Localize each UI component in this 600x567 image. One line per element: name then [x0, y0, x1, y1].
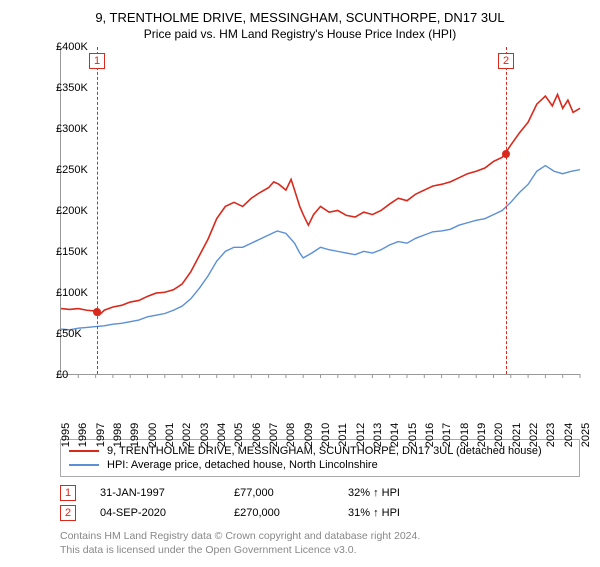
x-axis-label: 2013 — [372, 423, 384, 447]
x-axis-label: 1995 — [60, 423, 72, 447]
x-axis-label: 2006 — [251, 423, 263, 447]
x-axis-label: 1996 — [77, 423, 89, 447]
legend-swatch — [69, 464, 99, 466]
x-axis-label: 2016 — [424, 423, 436, 447]
sale-hpi-delta: 32% ↑ HPI — [348, 487, 400, 499]
x-axis-label: 2011 — [337, 423, 349, 447]
x-axis-label: 2018 — [459, 423, 471, 447]
footer-attribution: Contains HM Land Registry data © Crown c… — [60, 529, 588, 557]
x-axis-label: 1997 — [95, 423, 107, 447]
x-axis-label: 2017 — [441, 423, 453, 447]
series-line — [61, 94, 580, 315]
sale-price: £270,000 — [234, 507, 324, 519]
x-axis-label: 1998 — [112, 423, 124, 447]
sale-marker-icon: 1 — [60, 485, 76, 501]
x-axis-label: 2020 — [493, 423, 505, 447]
footer-line-2: This data is licensed under the Open Gov… — [60, 543, 588, 557]
x-axis-label: 2007 — [268, 423, 280, 447]
x-axis-label: 2005 — [233, 423, 245, 447]
sale-marker-vline — [97, 47, 98, 374]
footer-line-1: Contains HM Land Registry data © Crown c… — [60, 529, 588, 543]
sale-marker-dot — [93, 308, 101, 316]
legend-label: HPI: Average price, detached house, Nort… — [107, 459, 378, 471]
chart-container: 9, TRENTHOLME DRIVE, MESSINGHAM, SCUNTHO… — [0, 0, 600, 567]
x-axis-label: 2022 — [528, 423, 540, 447]
sale-marker-label: 1 — [89, 53, 105, 69]
x-axis-label: 2023 — [545, 423, 557, 447]
chart-title: 9, TRENTHOLME DRIVE, MESSINGHAM, SCUNTHO… — [12, 10, 588, 25]
x-axis-label: 2002 — [181, 423, 193, 447]
sale-marker-dot — [502, 150, 510, 158]
series-line — [61, 166, 580, 330]
sale-date: 31-JAN-1997 — [100, 487, 210, 499]
x-axis-label: 2021 — [511, 423, 523, 447]
sale-row: 2 04-SEP-2020 £270,000 31% ↑ HPI — [60, 503, 588, 523]
sale-row: 1 31-JAN-1997 £77,000 32% ↑ HPI — [60, 483, 588, 503]
x-axis-label: 2010 — [320, 423, 332, 447]
line-series-svg — [61, 47, 580, 374]
legend-row: HPI: Average price, detached house, Nort… — [69, 458, 571, 472]
sale-date: 04-SEP-2020 — [100, 507, 210, 519]
legend-swatch — [69, 450, 99, 452]
x-axis-label: 1999 — [129, 423, 141, 447]
x-axis-label: 2012 — [355, 423, 367, 447]
chart-subtitle: Price paid vs. HM Land Registry's House … — [12, 27, 588, 41]
chart-area: 12 £0£50K£100K£150K£200K£250K£300K£350K£… — [12, 47, 588, 405]
x-axis-label: 2015 — [407, 423, 419, 447]
sale-marker-icon: 2 — [60, 505, 76, 521]
sale-price: £77,000 — [234, 487, 324, 499]
x-axis-label: 2014 — [389, 423, 401, 447]
x-axis-label: 2009 — [303, 423, 315, 447]
x-axis-label: 2004 — [216, 423, 228, 447]
x-axis-label: 2019 — [476, 423, 488, 447]
x-axis-label: 2024 — [563, 423, 575, 447]
sale-marker-vline — [506, 47, 507, 374]
x-axis-label: 2000 — [147, 423, 159, 447]
sale-hpi-delta: 31% ↑ HPI — [348, 507, 400, 519]
x-axis-label: 2001 — [164, 423, 176, 447]
plot-region: 12 — [60, 47, 580, 375]
sales-list: 1 31-JAN-1997 £77,000 32% ↑ HPI 2 04-SEP-2020… — [12, 483, 588, 523]
x-axis-label: 2003 — [199, 423, 211, 447]
x-axis-label: 2025 — [580, 423, 592, 447]
sale-marker-label: 2 — [498, 53, 514, 69]
x-axis-label: 2008 — [285, 423, 297, 447]
